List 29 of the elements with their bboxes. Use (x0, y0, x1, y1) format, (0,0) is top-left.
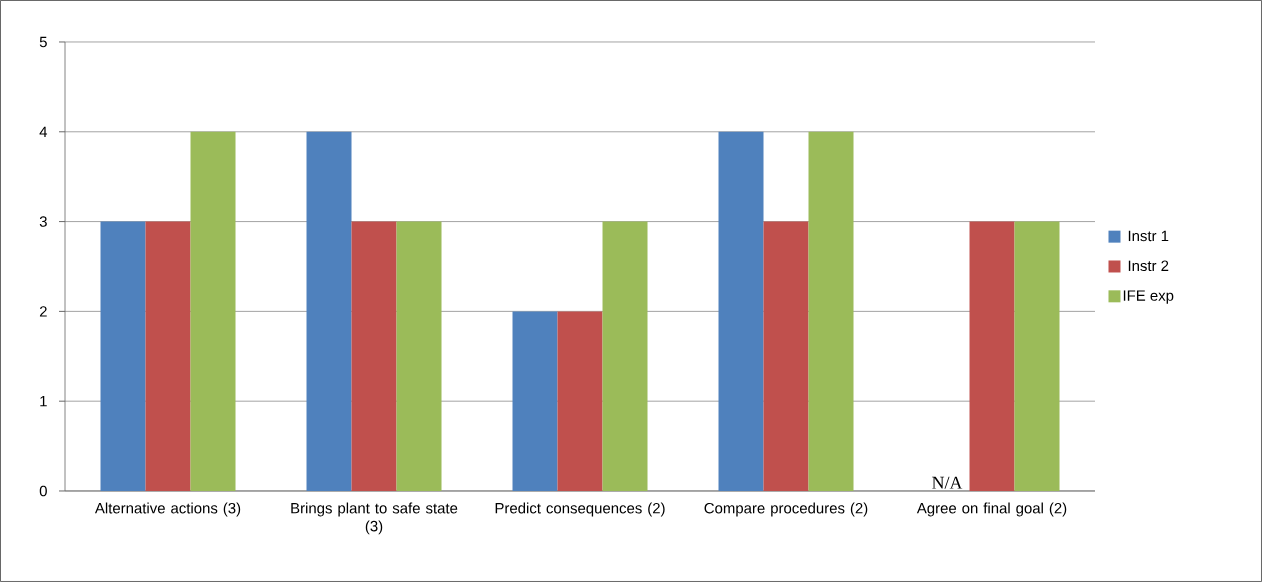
bar (306, 131, 352, 491)
x-tick-label: Compare procedures (2) (704, 502, 868, 517)
y-tick-label: 2 (39, 306, 47, 317)
x-tick-label: Alternative actions (3) (94, 502, 241, 517)
bar (512, 311, 558, 491)
x-tick-label: Predict consequences (2) (495, 502, 665, 517)
bar (763, 221, 809, 491)
x-tick-label: Agree on final goal (2) (916, 502, 1067, 517)
bar (808, 131, 854, 491)
bar (557, 311, 603, 491)
y-tick-label: 0 (39, 485, 47, 497)
bar (718, 131, 764, 491)
bar (602, 221, 648, 491)
bar (190, 131, 236, 491)
y-tick-label: 4 (39, 126, 48, 137)
bar (396, 221, 442, 491)
bar (1014, 221, 1060, 491)
x-tick-label: Brings plant to safe state (3) (291, 502, 458, 535)
bar (145, 221, 191, 491)
legend-label: IFE exp (1123, 290, 1174, 304)
bar (100, 221, 146, 491)
legend-label: Instr 1 (1128, 230, 1169, 242)
legend-label: Instr 2 (1128, 260, 1169, 272)
bar (969, 221, 1015, 491)
annotation: N/A (932, 476, 963, 489)
y-tick-label: 1 (40, 396, 47, 407)
y-tick-label: 5 (39, 36, 47, 48)
bar (351, 221, 397, 491)
y-tick-label: 3 (39, 216, 47, 227)
